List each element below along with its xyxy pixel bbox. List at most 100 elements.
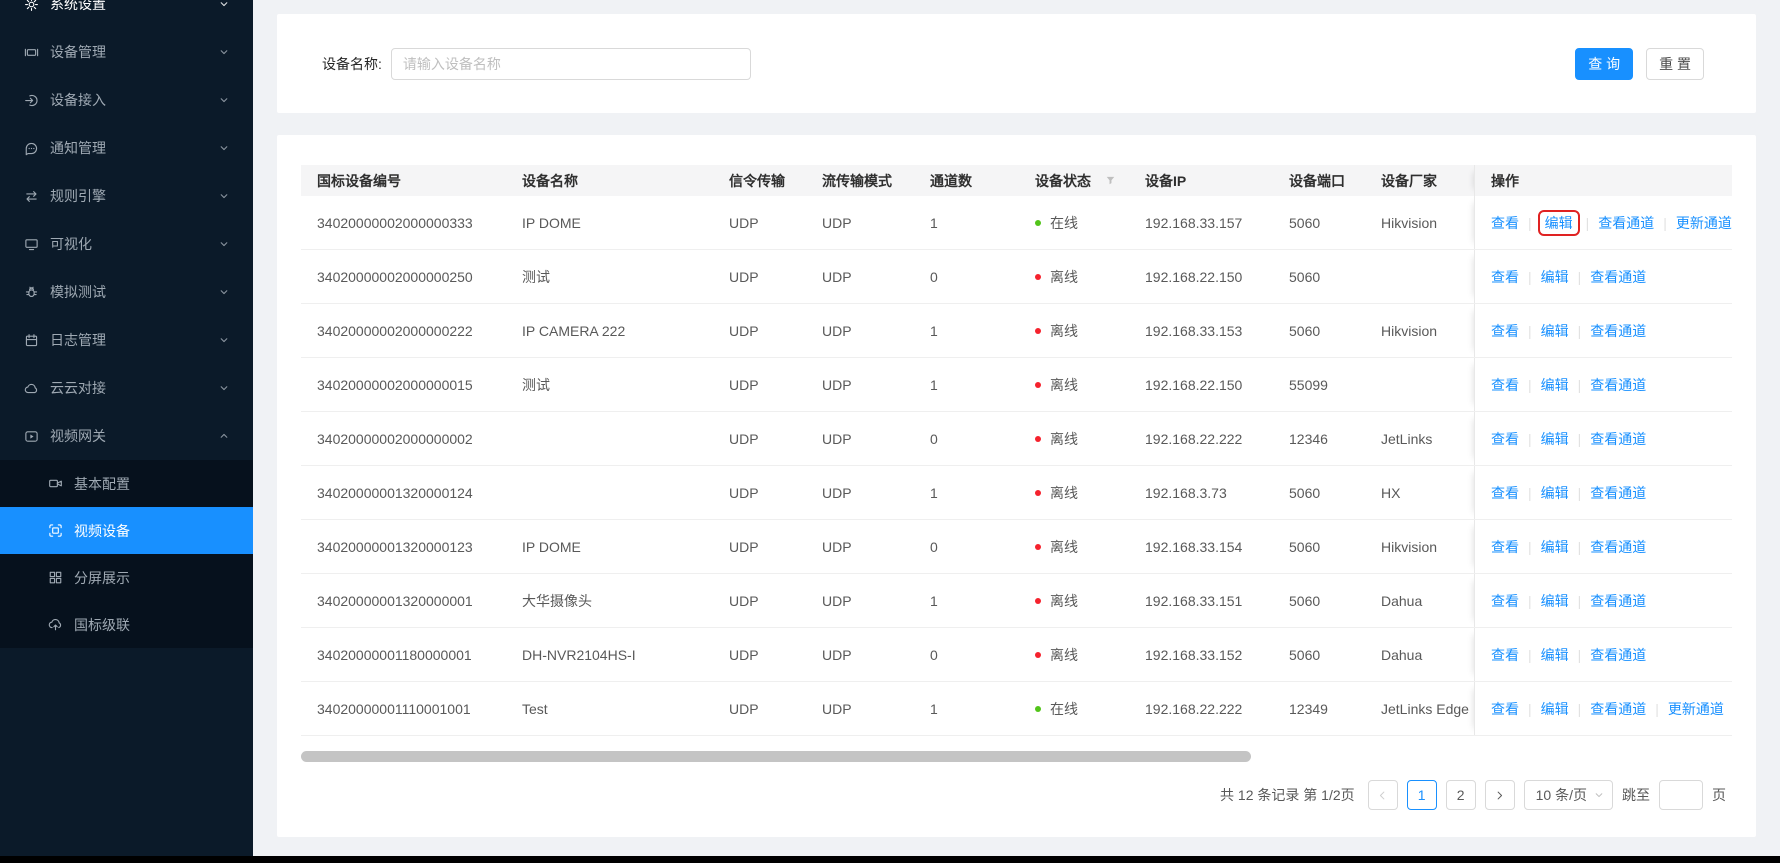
cell-stream-mode: UDP — [822, 484, 852, 501]
sidebar-item-device-management[interactable]: 设备管理 — [0, 28, 253, 76]
action-view[interactable]: 查看 — [1491, 484, 1519, 501]
sidebar-subitem-basic-config[interactable]: 基本配置 — [0, 460, 253, 507]
action-view[interactable]: 查看 — [1491, 592, 1519, 609]
cell-device-port: 5060 — [1289, 538, 1321, 555]
table-row[interactable]: 34020000002000000250 测试 UDP UDP 0 离线 192.168.… — [301, 250, 1732, 304]
table-row[interactable]: 34020000001320000124 UDP UDP 1 离线 192.168.3.… — [301, 466, 1732, 520]
table-row[interactable]: 34020000002000000222 IP CAMERA 222 UDP UDP 1… — [301, 304, 1732, 358]
table-row[interactable]: 34020000002000000015 测试 UDP UDP 1 离线 192.168.… — [301, 358, 1732, 412]
action-view[interactable]: 查看 — [1491, 430, 1519, 447]
page-button-2[interactable]: 2 — [1445, 780, 1476, 810]
action-view[interactable]: 查看 — [1491, 322, 1519, 339]
action-separator: | — [1528, 484, 1532, 501]
action-view-channels[interactable]: 查看通道 — [1590, 592, 1647, 609]
prev-page-button[interactable] — [1367, 780, 1398, 810]
action-separator: | — [1577, 268, 1582, 285]
cell-vendor: HX — [1381, 484, 1401, 501]
action-view-channels[interactable]: 查看通道 — [1590, 322, 1647, 339]
action-view-channels[interactable]: 查看通道 — [1590, 376, 1647, 393]
action-view-channels[interactable]: 查看通道 — [1590, 268, 1647, 285]
action-view-channels[interactable]: 查看通道 — [1590, 430, 1647, 447]
status-dot — [1035, 435, 1041, 442]
table-row[interactable]: 34020000001180000001 DH-NVR2104HS-I UDP UDP… — [301, 628, 1732, 682]
page-button-1[interactable]: 1 — [1406, 780, 1437, 810]
sidebar-item-rule-engine[interactable]: 规则引擎 — [0, 172, 253, 220]
cell-device-name: IP CAMERA 222 — [522, 322, 626, 339]
sidebar-item-simulation-test[interactable]: 模拟测试 — [0, 268, 253, 316]
reset-button[interactable]: 重 置 — [1646, 47, 1704, 80]
horizontal-scrollbar[interactable] — [301, 751, 1732, 762]
action-edit[interactable]: 编辑 — [1540, 700, 1569, 717]
action-edit[interactable]: 编辑 — [1540, 484, 1569, 501]
sidebar-subitem-split-screen[interactable]: 分屏展示 — [0, 554, 253, 601]
cell-stream-mode: UDP — [822, 322, 852, 339]
chevron-down-icon — [219, 191, 229, 201]
action-view[interactable]: 查看 — [1491, 376, 1519, 393]
action-edit[interactable]: 编辑 — [1540, 430, 1569, 447]
sidebar-item-video-gateway[interactable]: 视频网关 — [0, 412, 253, 460]
table-row[interactable]: 34020000001320000001 大华摄像头 UDP UDP 1 离线 192.1… — [301, 574, 1732, 628]
column-header[interactable]: 设备状态 — [1019, 165, 1129, 196]
column-header: 通道数 — [930, 172, 972, 189]
sidebar-item-visualization[interactable]: 可视化 — [0, 220, 253, 268]
cell-device-port: 5060 — [1289, 592, 1321, 609]
action-update-channels[interactable]: 更新通道 — [1667, 700, 1724, 717]
page-size-select[interactable]: 10 条/页 — [1523, 780, 1613, 810]
cell-signal: UDP — [729, 214, 759, 231]
chevron-down-icon — [219, 239, 229, 249]
action-view-channels[interactable]: 查看通道 — [1590, 700, 1647, 717]
sidebar-item-cloud-connect[interactable]: 云云对接 — [0, 364, 253, 412]
gear-icon — [24, 0, 39, 12]
cell-stream-mode: UDP — [822, 538, 852, 555]
jump-page-input[interactable] — [1659, 780, 1703, 810]
action-separator: | — [1577, 484, 1582, 501]
search-input[interactable] — [390, 47, 751, 80]
action-view[interactable]: 查看 — [1491, 214, 1519, 231]
sidebar-item-device-access[interactable]: 设备接入 — [0, 76, 253, 124]
sidebar-item-system-settings[interactable]: 系统设置 — [0, 0, 253, 28]
action-view-channels[interactable]: 查看通道 — [1590, 484, 1647, 501]
cell-device-port: 5060 — [1289, 646, 1321, 663]
action-view[interactable]: 查看 — [1491, 700, 1519, 717]
next-page-button[interactable] — [1484, 780, 1515, 810]
action-view-channels[interactable]: 查看通道 — [1590, 646, 1647, 663]
action-view-channels[interactable]: 查看通道 — [1598, 214, 1655, 231]
action-edit[interactable]: 编辑 — [1540, 592, 1569, 609]
table-row[interactable]: 34020000001320000123 IP DOME UDP UDP 0 离线 192… — [301, 520, 1732, 574]
table-row[interactable]: 34020000002000000002 UDP UDP 0 离线 192.168.22… — [301, 412, 1732, 466]
cell-device-name — [506, 466, 713, 519]
sidebar-subitem-video-device[interactable]: 视频设备 — [0, 507, 253, 554]
action-separator: | — [1577, 538, 1582, 555]
cell-device-ip: 192.168.22.222 — [1145, 700, 1243, 717]
action-edit[interactable]: 编辑 — [1544, 214, 1573, 231]
cell-actions: 查看 | 编辑 | 查看通道 — [1474, 574, 1732, 627]
column-header: 国标设备编号 — [317, 172, 401, 189]
cell-device-ip: 192.168.33.153 — [1145, 322, 1243, 339]
action-view-channels[interactable]: 查看通道 — [1590, 538, 1647, 555]
action-view[interactable]: 查看 — [1491, 538, 1519, 555]
sidebar-subitem-gb-cascade[interactable]: 国标级联 — [0, 601, 253, 648]
cell-stream-mode: UDP — [822, 700, 852, 717]
cell-vendor — [1365, 250, 1474, 303]
sidebar-item-notify-management[interactable]: 通知管理 — [0, 124, 253, 172]
sidebar-item-label: 视频网关 — [50, 428, 106, 444]
action-edit[interactable]: 编辑 — [1540, 538, 1569, 555]
scrollbar-thumb[interactable] — [301, 751, 1251, 762]
action-edit[interactable]: 编辑 — [1540, 268, 1569, 285]
sidebar-item-label: 通知管理 — [50, 140, 106, 156]
cell-vendor: Hikvision — [1381, 214, 1438, 231]
cell-device-id: 34020000001110001001 — [317, 700, 471, 717]
query-button[interactable]: 查 询 — [1575, 47, 1634, 80]
table-row[interactable]: 34020000002000000333 IP DOME UDP UDP 1 在线 192… — [301, 196, 1732, 250]
action-view[interactable]: 查看 — [1491, 268, 1519, 285]
action-edit[interactable]: 编辑 — [1540, 646, 1569, 663]
status-dot — [1035, 705, 1041, 712]
action-view[interactable]: 查看 — [1491, 646, 1519, 663]
action-edit[interactable]: 编辑 — [1540, 322, 1569, 339]
action-update-channels[interactable]: 更新通道 — [1675, 214, 1732, 231]
table-row[interactable]: 34020000001110001001 Test UDP UDP 1 在线 192.16… — [301, 682, 1732, 736]
action-edit[interactable]: 编辑 — [1540, 376, 1569, 393]
sidebar-item-log-management[interactable]: 日志管理 — [0, 316, 253, 364]
